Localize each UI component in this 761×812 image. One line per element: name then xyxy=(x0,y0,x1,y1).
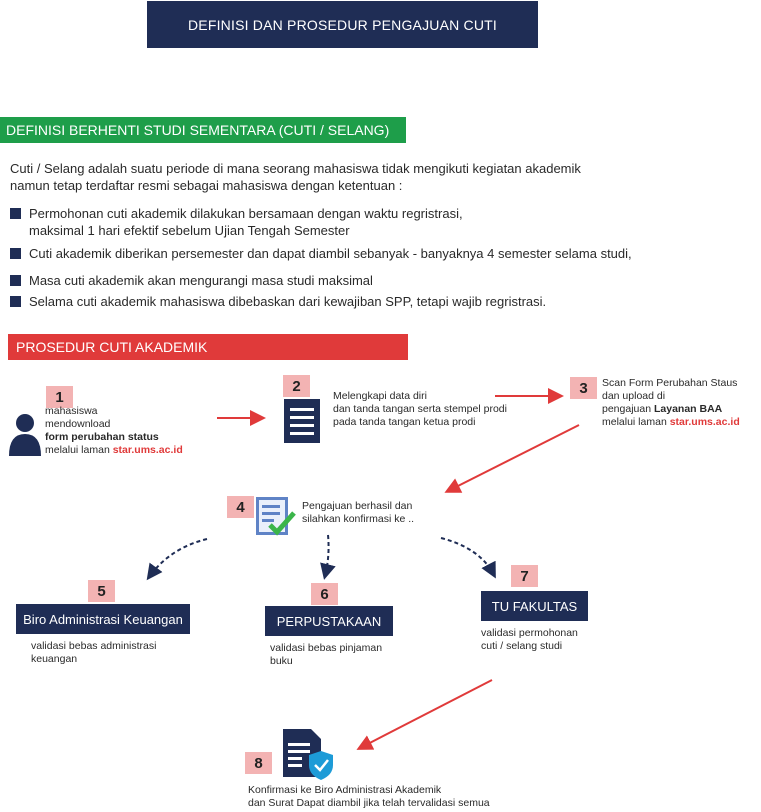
step-4-text: Pengajuan berhasil dan silahkan konfirma… xyxy=(302,500,462,526)
step-2-badge: 2 xyxy=(283,375,310,397)
step-7-line: cuti / selang studi xyxy=(481,640,563,652)
step-7-text: validasi permohonan cuti / selang studi xyxy=(481,627,621,653)
bullet-item: Masa cuti akademik akan mengurangi masa … xyxy=(10,272,373,289)
step-2-text: Melengkapi data diri dan tanda tangan se… xyxy=(333,390,533,429)
step-1-text: mahasiswa mendownload form perubahan sta… xyxy=(45,405,225,457)
checklist-icon xyxy=(256,497,296,536)
arrow-4-6 xyxy=(320,534,336,580)
step-1-form-label: form perubahan status xyxy=(45,431,159,443)
step-3-line: Scan Form Perubahan Staus xyxy=(602,377,738,389)
document-icon xyxy=(284,399,320,443)
step-7-badge: 7 xyxy=(511,565,538,587)
perpustakaan-box: PERPUSTAKAAN xyxy=(265,606,393,636)
step-8-line: Konfirmasi ke Biro Administrasi Akademik xyxy=(248,784,442,796)
step-4-line: silahkan konfirmasi ke .. xyxy=(302,513,415,525)
bullet-item: Cuti akademik diberikan persemester dan … xyxy=(10,245,632,262)
step-6-text: validasi bebas pinjaman buku xyxy=(270,642,410,668)
step-5-line: keuangan xyxy=(31,653,78,665)
bullet-item: Permohonan cuti akademik dilakukan bersa… xyxy=(10,205,463,239)
step-3-line: dan upload di xyxy=(602,390,666,402)
step-6-line: validasi bebas pinjaman xyxy=(270,642,383,654)
step-3-text: Scan Form Perubahan Staus dan upload di … xyxy=(602,377,760,429)
step-3-line: melalui laman star.ums.ac.id xyxy=(602,416,740,428)
arrow-4-5 xyxy=(146,538,208,581)
step-1-link[interactable]: star.ums.ac.id xyxy=(112,444,183,456)
step-4-badge: 4 xyxy=(227,496,254,518)
page-title: DEFINISI DAN PROSEDUR PENGAJUAN CUTI xyxy=(147,1,538,48)
bullet-square-icon xyxy=(10,296,21,307)
step-8-badge: 8 xyxy=(245,752,272,774)
bullet-square-icon xyxy=(10,275,21,286)
step-7-line: validasi permohonan xyxy=(481,627,578,639)
definition-intro: Cuti / Selang adalah suatu periode di ma… xyxy=(10,160,730,194)
definition-heading: DEFINISI BERHENTI STUDI SEMENTARA (CUTI … xyxy=(0,117,406,143)
step-1-badge: 1 xyxy=(46,386,73,408)
arrow-4-7 xyxy=(440,537,496,579)
bullet-text: Cuti akademik diberikan persemester dan … xyxy=(29,246,632,261)
arrow-3-4 xyxy=(444,424,580,493)
step-5-text: validasi bebas administrasi keuangan xyxy=(31,640,201,666)
step-2-line: pada tanda tangan ketua prodi xyxy=(333,416,476,428)
intro-line-2: namun tetap terdaftar resmi sebagai maha… xyxy=(10,178,403,193)
step-3-line: pengajuan Layanan BAA xyxy=(602,403,723,415)
step-3-badge: 3 xyxy=(570,377,597,399)
step-6-line: buku xyxy=(270,655,293,667)
bullet-text: Selama cuti akademik mahasiswa dibebaska… xyxy=(29,294,547,309)
step-3-link[interactable]: star.ums.ac.id xyxy=(669,416,740,428)
step-8-line: dan Surat Dapat diambil jika telah terva… xyxy=(248,797,490,809)
step-3-service-label: Layanan BAA xyxy=(653,403,723,415)
step-4-line: Pengajuan berhasil dan xyxy=(302,500,413,512)
procedure-heading: PROSEDUR CUTI AKADEMIK xyxy=(8,334,408,360)
step-1-line: mahasiswa xyxy=(45,405,98,417)
step-1-line: melalui laman star.ums.ac.id xyxy=(45,444,183,456)
bullet-text: Masa cuti akademik akan mengurangi masa … xyxy=(29,273,373,288)
user-icon xyxy=(9,414,41,456)
step-5-badge: 5 xyxy=(88,580,115,602)
step-2-line: Melengkapi data diri xyxy=(333,390,427,402)
step-1-line: mendownload xyxy=(45,418,111,430)
step-8-text: Konfirmasi ke Biro Administrasi Akademik… xyxy=(248,784,548,810)
step-5-line: validasi bebas administrasi xyxy=(31,640,157,652)
bullet-item: Selama cuti akademik mahasiswa dibebaska… xyxy=(10,293,546,310)
bullet-text: maksimal 1 hari efektif sebelum Ujian Te… xyxy=(29,223,350,238)
bullet-text: Permohonan cuti akademik dilakukan bersa… xyxy=(29,206,463,221)
intro-line-1: Cuti / Selang adalah suatu periode di ma… xyxy=(10,161,581,176)
step-2-line: dan tanda tangan serta stempel prodi xyxy=(333,403,507,415)
verified-document-icon xyxy=(283,729,333,780)
arrow-7-8 xyxy=(356,679,493,750)
tu-fakultas-box: TU FAKULTAS xyxy=(481,591,588,621)
bullet-square-icon xyxy=(10,248,21,259)
biro-keuangan-box: Biro Administrasi Keuangan xyxy=(16,604,190,634)
bullet-square-icon xyxy=(10,208,21,219)
step-6-badge: 6 xyxy=(311,583,338,605)
